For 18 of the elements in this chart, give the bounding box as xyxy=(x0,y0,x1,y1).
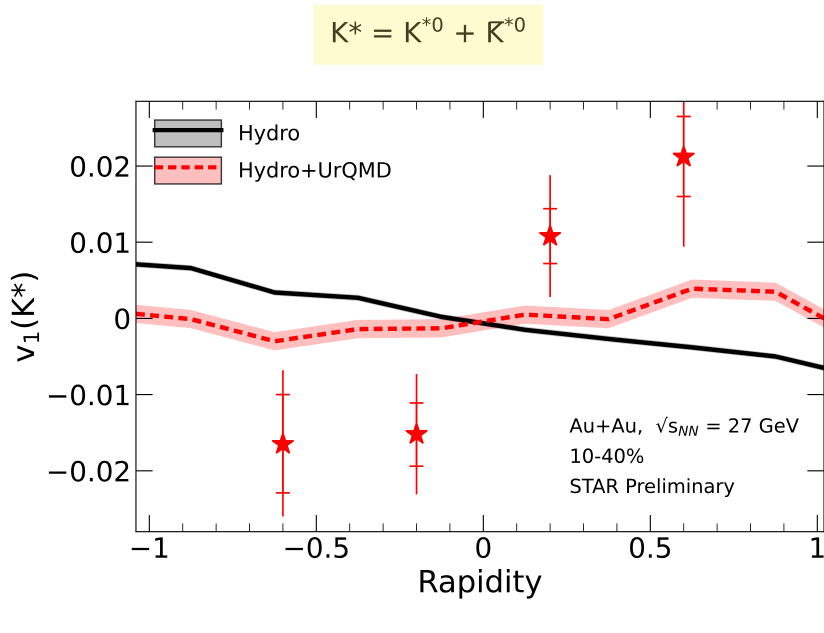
x-tick-label: −0.5 xyxy=(286,537,348,558)
chart-title: K* = K$^{*0}$ + K̅$^{*0}$ xyxy=(332,17,525,42)
y-axis-title: v$_{1}$(K*) xyxy=(10,273,40,362)
x-tick-label: −1 xyxy=(132,537,168,558)
legend-label: Hydro xyxy=(240,124,299,145)
x-tick-label: 0 xyxy=(476,537,490,558)
y-tick-label: −0.02 xyxy=(48,460,128,482)
annotation: STAR Preliminary xyxy=(570,478,734,498)
y-tick-label: 0.01 xyxy=(71,232,129,254)
annotation: Au+Au, √s$_{NN}$ = 27 GeV xyxy=(570,416,799,436)
legend-label: Hydro+UrQMD xyxy=(240,162,391,182)
x-tick-label: 1 xyxy=(812,537,824,558)
y-tick-label: −0.01 xyxy=(48,384,129,406)
x-tick-label: 0.5 xyxy=(630,537,670,558)
y-tick-label: 0.02 xyxy=(71,156,128,177)
y-tick-label: 0 xyxy=(115,308,130,330)
x-axis-title: Rapidity xyxy=(420,569,542,599)
annotation: 10-40% xyxy=(572,448,644,464)
